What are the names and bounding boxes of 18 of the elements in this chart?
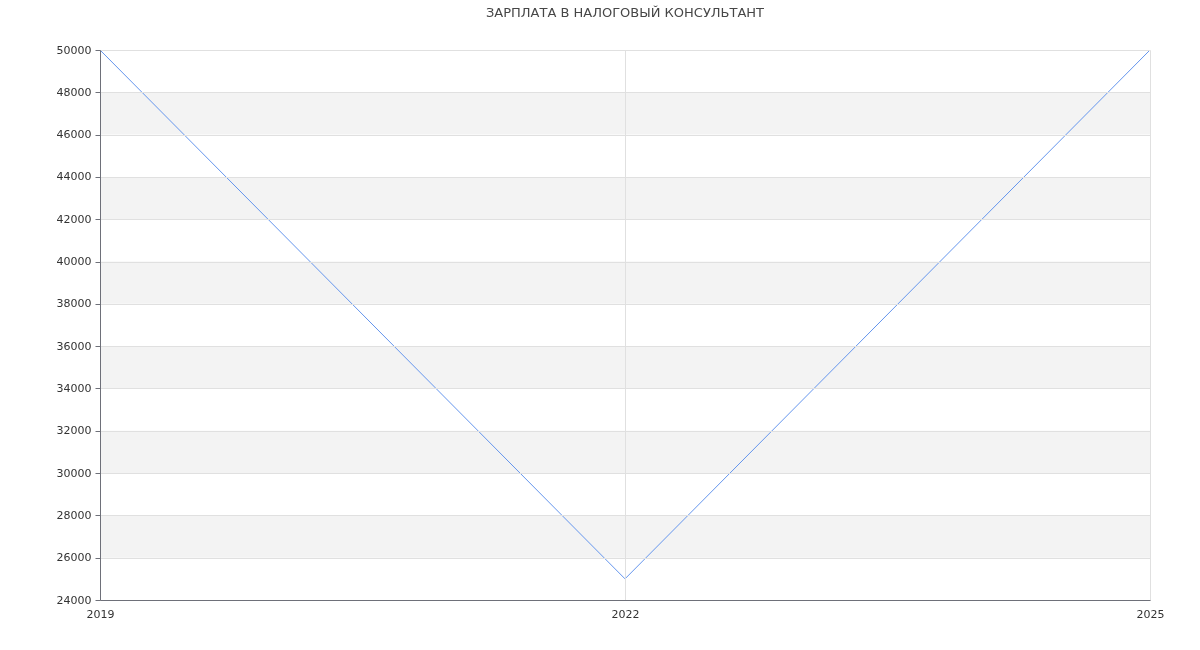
y-tick-label: 38000 <box>56 297 92 311</box>
x-tick-label: 2022 <box>611 607 640 621</box>
y-tick-label: 42000 <box>56 212 92 226</box>
x-tick-label: 2025 <box>1136 607 1165 621</box>
y-tick-label: 24000 <box>56 593 92 607</box>
y-tick-label: 50000 <box>56 43 92 57</box>
chart-title: ЗАРПЛАТА В НАЛОГОВЫЙ КОНСУЛЬТАНТ <box>485 5 765 20</box>
y-tick-label: 48000 <box>56 85 92 99</box>
y-tick-label: 40000 <box>56 255 92 269</box>
y-tick-label: 34000 <box>56 381 92 395</box>
y-tick-label: 44000 <box>56 170 92 184</box>
y-tick-label: 28000 <box>56 508 92 522</box>
y-tick-label: 30000 <box>56 466 92 480</box>
y-tick-label: 46000 <box>56 128 92 142</box>
y-tick-label: 36000 <box>56 339 92 353</box>
y-tick-label: 32000 <box>56 424 92 438</box>
y-tick-label: 26000 <box>56 551 92 565</box>
x-tick-label: 2019 <box>86 607 115 621</box>
